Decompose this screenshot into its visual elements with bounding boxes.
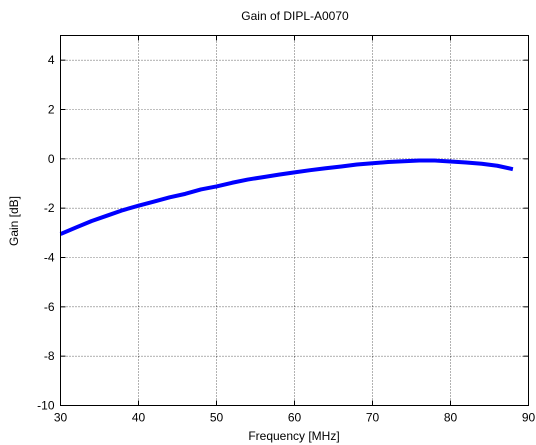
y-tick-label: -10 (37, 399, 55, 413)
x-tick-label: 70 (366, 411, 380, 425)
x-axis-label: Frequency [MHz] (248, 429, 339, 443)
y-tick-label: 0 (48, 152, 55, 166)
series (59, 158, 514, 236)
x-tick-label: 80 (444, 411, 458, 425)
ticks: 30 40 50 60 70 80 90 -10 -8 -6 -4 -2 0 2 4 (37, 35, 536, 425)
x-tick-label: 90 (522, 411, 536, 425)
y-tick-label: -2 (44, 201, 55, 215)
grid (60, 35, 529, 406)
y-tick-label: -6 (44, 300, 55, 314)
x-tick-label: 50 (210, 411, 224, 425)
y-tick-label: 4 (48, 53, 55, 67)
y-tick-label: -8 (44, 349, 55, 363)
x-tick-label: 60 (288, 411, 302, 425)
series-line (59, 158, 514, 236)
x-tick-label: 40 (132, 411, 146, 425)
y-tick-label: -4 (44, 251, 55, 265)
x-tick-label: 30 (54, 411, 68, 425)
y-tick-label: 2 (48, 103, 55, 117)
chart-title: Gain of DIPL-A0070 (241, 9, 349, 23)
y-axis-label: Gain [dB] (7, 196, 21, 246)
plot-area (60, 35, 529, 406)
